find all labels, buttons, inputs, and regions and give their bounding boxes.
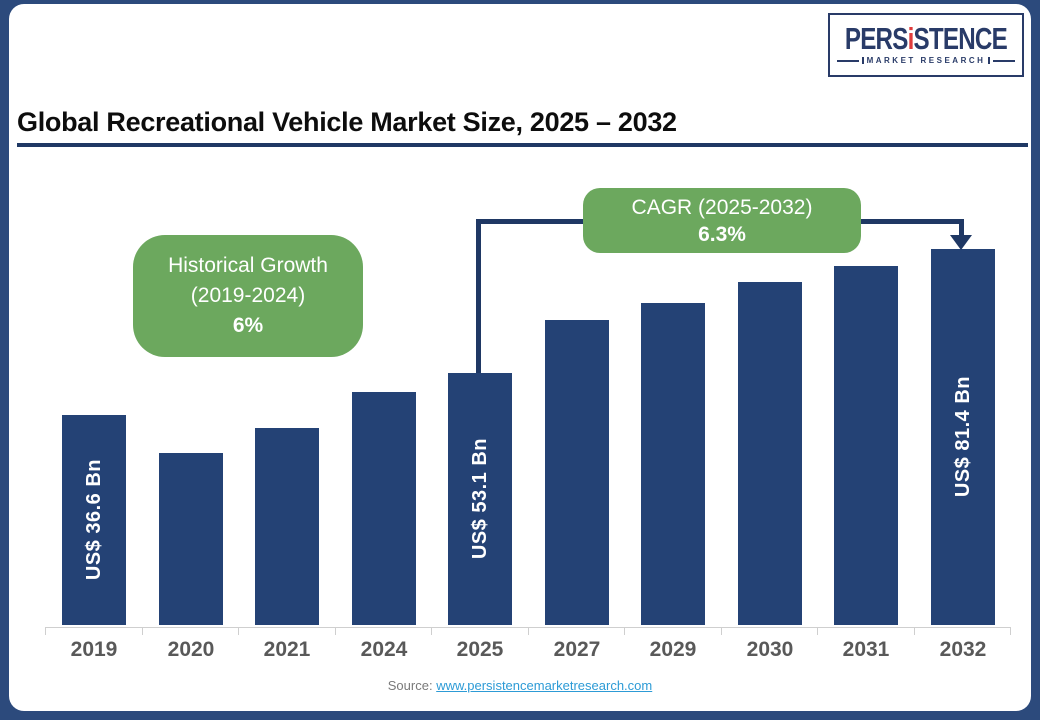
cagr-value: 6.3% bbox=[698, 222, 746, 246]
x-axis-tick bbox=[624, 627, 625, 635]
bar-value-label-2032: US$ 81.4 Bn bbox=[951, 376, 974, 498]
logo-subtitle-row: MARKET RESEARCH bbox=[837, 56, 1015, 65]
historical-growth-line2: (2019-2024) bbox=[190, 284, 306, 307]
x-axis-label-2025: 2025 bbox=[456, 638, 504, 661]
bar-2031 bbox=[834, 266, 898, 625]
bar-2027 bbox=[545, 320, 609, 625]
logo-wordmark: PERSiSTENCE bbox=[844, 21, 1008, 56]
logo-bracket-right bbox=[988, 57, 991, 64]
bar-2020 bbox=[159, 453, 223, 625]
persistence-logo: PERSiSTENCE MARKET RESEARCH bbox=[828, 13, 1024, 77]
x-axis-tick bbox=[721, 627, 722, 635]
title-underline bbox=[17, 143, 1028, 147]
cagr-connector-horizontal-right bbox=[854, 219, 963, 224]
x-axis-tick bbox=[45, 627, 46, 635]
bar-2030 bbox=[738, 282, 802, 625]
x-axis-label-2032: 2032 bbox=[939, 638, 987, 661]
bar-value-label-2025: US$ 53.1 Bn bbox=[468, 438, 491, 560]
arrow-down-icon bbox=[950, 235, 972, 250]
logo-rule-left bbox=[837, 59, 859, 62]
bar-2025: US$ 53.1 Bn bbox=[448, 373, 512, 625]
x-axis-tick bbox=[914, 627, 915, 635]
historical-growth-line1: Historical Growth bbox=[168, 254, 328, 277]
x-axis-tick bbox=[528, 627, 529, 635]
cagr-connector-vertical-right bbox=[959, 219, 964, 237]
x-axis-label-2030: 2030 bbox=[746, 638, 794, 661]
source-row: Source: www.persistencemarketresearch.co… bbox=[9, 678, 1031, 693]
x-axis-line bbox=[45, 627, 1010, 628]
page-title: Global Recreational Vehicle Market Size,… bbox=[17, 107, 677, 137]
historical-growth-callout: Historical Growth (2019-2024) 6% bbox=[133, 235, 363, 357]
bar-2019: US$ 36.6 Bn bbox=[62, 415, 126, 625]
logo-red-i: i bbox=[907, 21, 915, 56]
cagr-line1: CAGR (2025-2032) bbox=[631, 195, 813, 219]
x-axis-label-2027: 2027 bbox=[553, 638, 601, 661]
cagr-connector-horizontal-left bbox=[476, 219, 588, 224]
x-axis-tick bbox=[238, 627, 239, 635]
cagr-callout: CAGR (2025-2032) 6.3% bbox=[583, 188, 861, 253]
logo-subtitle: MARKET RESEARCH bbox=[866, 56, 986, 65]
bar-2021 bbox=[255, 428, 319, 625]
source-link[interactable]: www.persistencemarketresearch.com bbox=[436, 678, 653, 693]
x-axis-label-2029: 2029 bbox=[649, 638, 697, 661]
cagr-connector-vertical-left bbox=[476, 219, 481, 373]
x-axis-tick bbox=[1010, 627, 1011, 635]
x-axis-tick bbox=[335, 627, 336, 635]
x-axis-label-2031: 2031 bbox=[842, 638, 890, 661]
bar-value-label-2019: US$ 36.6 Bn bbox=[82, 459, 105, 581]
x-axis-tick bbox=[431, 627, 432, 635]
bar-chart: US$ 36.6 Bn 2019 2020 2021 2024 US$ 53.1 Bn 20… bbox=[9, 4, 1031, 711]
logo-bracket-left bbox=[861, 57, 864, 64]
bar-2029 bbox=[641, 303, 705, 625]
source-label: Source: bbox=[387, 678, 433, 693]
logo-rule-right bbox=[993, 59, 1015, 62]
x-axis-label-2024: 2024 bbox=[360, 638, 408, 661]
x-axis-tick bbox=[817, 627, 818, 635]
bar-2024 bbox=[352, 392, 416, 625]
report-card: PERSiSTENCE MARKET RESEARCH Global Recre… bbox=[9, 4, 1031, 711]
x-axis-label-2019: 2019 bbox=[70, 638, 118, 661]
historical-growth-value: 6% bbox=[232, 314, 264, 337]
bar-2032: US$ 81.4 Bn bbox=[931, 249, 995, 625]
x-axis-label-2021: 2021 bbox=[263, 638, 311, 661]
x-axis-tick bbox=[142, 627, 143, 635]
x-axis-label-2020: 2020 bbox=[167, 638, 215, 661]
